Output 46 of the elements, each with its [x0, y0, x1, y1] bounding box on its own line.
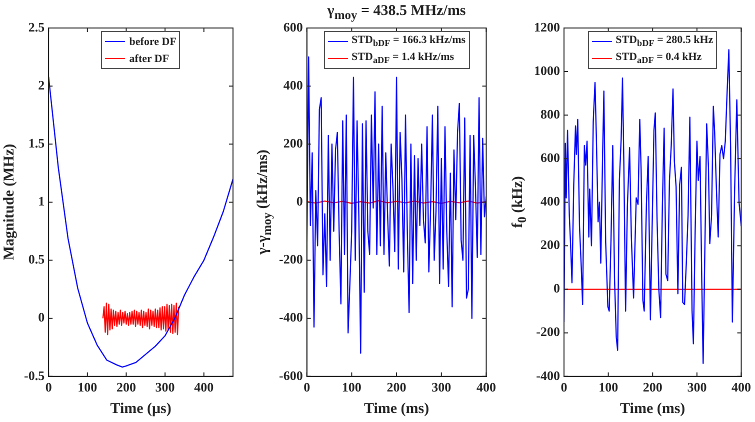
x-tick-label: 200	[116, 380, 136, 395]
x-axis-title: Time (μs)	[110, 401, 172, 418]
y-tick-label: 1000	[534, 62, 560, 78]
x-axis-title: Time (ms)	[620, 401, 686, 418]
x-tick-label: 200	[386, 380, 406, 395]
y-tick-label: 0	[38, 310, 45, 325]
y-tick-label: -400	[278, 310, 303, 325]
y-tick-label: 400	[540, 194, 560, 209]
chart-title: γ$_{moy}$ = 438.5 MHz/ms	[327, 3, 466, 23]
legend-label: STD$_{aDF}$ = 1.4 kHz/ms	[352, 51, 454, 66]
x-tick-label: 300	[432, 380, 452, 395]
x-tick-label: 100	[342, 380, 362, 395]
y-tick-label: 1.5	[28, 135, 46, 150]
y-tick-label: 600	[283, 19, 303, 34]
y-tick-label: 600	[540, 150, 560, 166]
y-tick-label: -200	[536, 324, 560, 340]
y-tick-label: -0.5	[24, 368, 46, 383]
legend-label: STD$_{aDF}$ = 0.4 kHz	[616, 51, 702, 66]
y-tick-label: -600	[278, 368, 303, 383]
x-tick-label: 400	[476, 380, 496, 395]
y-tick-label: -200	[278, 252, 303, 267]
legend-label: STD$_{bDF}$ = 280.5 kHz	[616, 34, 714, 49]
x-tick-label: 200	[642, 380, 662, 395]
y-tick-label: 200	[283, 135, 303, 150]
x-tick-label: 400	[194, 380, 214, 395]
y-tick-label: 200	[540, 237, 560, 252]
x-tick-label: 300	[155, 380, 175, 395]
y-tick-label: 0	[296, 194, 303, 209]
y-tick-label: -400	[536, 368, 560, 383]
y-tick-label: 1	[38, 194, 45, 209]
y-tick-label: 2	[38, 77, 45, 92]
legend-label: after DF	[129, 52, 170, 64]
y-tick-label: 800	[540, 106, 560, 122]
x-tick-label: 400	[732, 380, 751, 395]
x-tick-label: 100	[78, 380, 98, 395]
y-axis-title: Magnitude (MHz)	[2, 144, 18, 260]
legend-label: before DF	[129, 36, 176, 48]
y-tick-label: 0	[554, 280, 560, 296]
y-tick-label: 400	[283, 77, 303, 92]
x-axis-title: Time (ms)	[364, 401, 430, 418]
x-tick-label: 100	[598, 380, 618, 395]
legend-label: STD$_{bDF}$ = 166.3 kHz/ms	[352, 34, 466, 49]
x-tick-label: 300	[687, 380, 707, 395]
y-tick-label: 1200	[534, 19, 560, 34]
y-tick-label: 0.5	[28, 252, 46, 267]
y-tick-label: 2.5	[28, 19, 46, 34]
